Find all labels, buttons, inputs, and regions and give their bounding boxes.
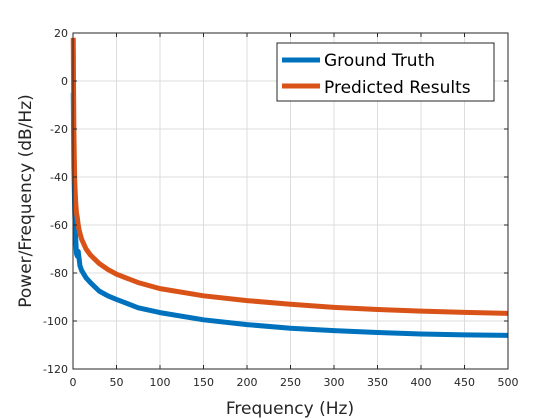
x-tick-label: 300: [324, 376, 345, 389]
x-tick-label: 500: [498, 376, 519, 389]
x-tick-label: 400: [411, 376, 432, 389]
y-tick-label: -100: [43, 315, 68, 328]
y-tick-label: -80: [50, 267, 68, 280]
y-tick-label: 0: [61, 75, 68, 88]
x-tick-label: 50: [110, 376, 124, 389]
x-tick-label: 200: [237, 376, 258, 389]
legend-label-ground-truth: Ground Truth: [324, 51, 435, 71]
x-tick-label: 100: [150, 376, 171, 389]
legend-label-predicted-results: Predicted Results: [324, 78, 471, 98]
legend: Ground Truth Predicted Results: [277, 43, 494, 101]
x-tick-label: 150: [193, 376, 214, 389]
x-tick-label: 350: [367, 376, 388, 389]
y-tick-label: -120: [43, 363, 68, 376]
y-tick-label: -40: [50, 171, 68, 184]
x-tick-label: 0: [70, 376, 77, 389]
y-tick-label: -60: [50, 219, 68, 232]
y-axis-label: Power/Frequency (dB/Hz): [16, 94, 36, 308]
y-tick-label: 20: [54, 27, 68, 40]
y-tick-label: -20: [50, 123, 68, 136]
x-axis-label: Frequency (Hz): [226, 399, 354, 419]
x-tick-label: 250: [280, 376, 301, 389]
x-tick-label: 450: [454, 376, 475, 389]
